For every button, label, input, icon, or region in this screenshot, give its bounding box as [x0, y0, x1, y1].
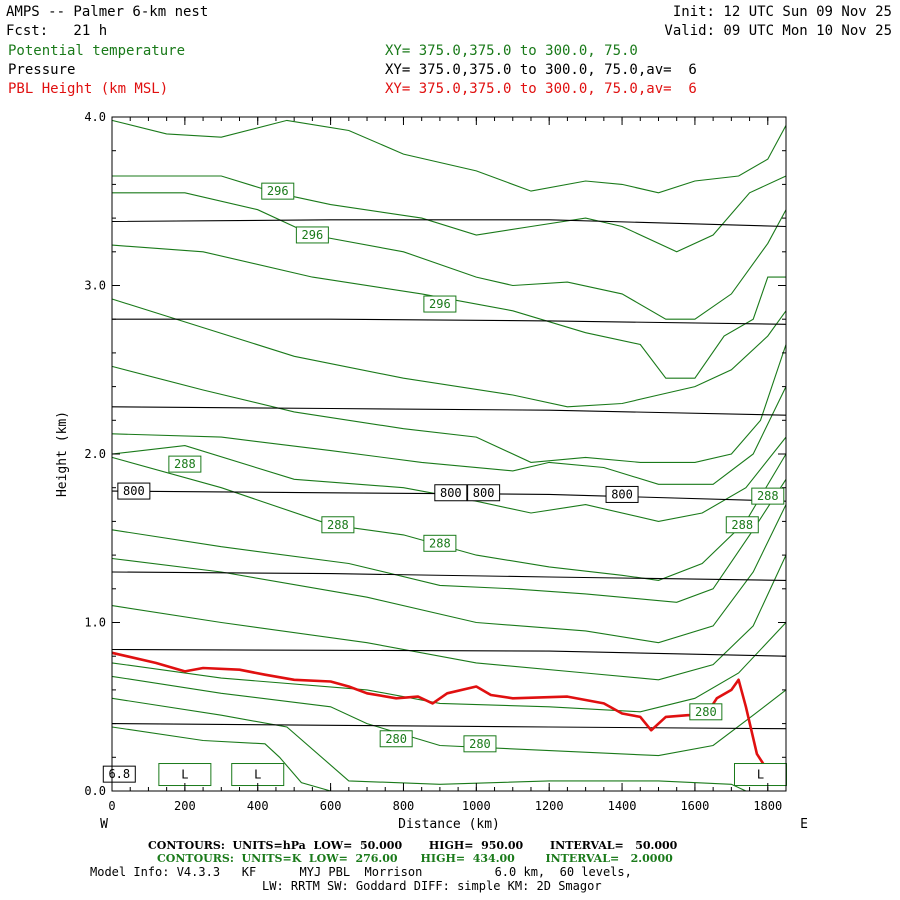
contour-label-280-10: 280: [695, 705, 717, 719]
pressure-contour-info: CONTOURS: UNITS=hPa LOW= 50.000 HIGH= 95…: [148, 839, 678, 852]
contour-label-box-14: [605, 485, 639, 503]
contour-label-288-5: 288: [429, 536, 451, 550]
contour-label-box-8: [379, 730, 413, 748]
contour-label-box-13: [467, 484, 501, 502]
contour-label-box-6: [725, 516, 759, 534]
x-tick-label-600: 600: [320, 799, 342, 813]
contour-label-box-5: [423, 534, 457, 552]
theta-contour-286-5: [111, 504, 787, 644]
contour-label-box-4: [321, 516, 355, 534]
x-tick-label-1800: 1800: [753, 799, 782, 813]
theta-contour-290-9: [111, 386, 787, 485]
x-tick-label-400: 400: [247, 799, 269, 813]
contour-label-288-4: 288: [327, 518, 349, 532]
theta-contour-290-8: [111, 436, 787, 522]
model-info: Model Info: V4.3.3 KF MYJ PBL Morrison 6…: [90, 865, 632, 879]
contour-labels: 296 296 296 288 288 288 288 288 280 280 280 800 800 8…: [102, 182, 785, 783]
pressure-contour-700: [111, 406, 787, 416]
low-marker-0: L: [181, 768, 188, 782]
theta-contour-284-4: [111, 554, 787, 681]
contour-label-box-15: [102, 765, 136, 783]
y-tick-label-4.0: 4.0: [84, 110, 106, 124]
x-tick-label-800: 800: [393, 799, 415, 813]
x-tick-label-1400: 1400: [608, 799, 637, 813]
x-axis-east-label: E: [800, 817, 808, 832]
theta-contour-300-15: [111, 119, 787, 194]
y-tick-label-1.0: 1.0: [84, 616, 106, 630]
contour-label-288-3: 288: [174, 457, 196, 471]
pressure-contour-800: [111, 571, 787, 581]
field-theta-xy: XY= 375.0,375.0 to 300.0, 75.0: [385, 43, 638, 59]
contour-label-box-0: [261, 182, 295, 200]
theta-contour-298-14: [112, 175, 787, 253]
x-tick-label-1000: 1000: [462, 799, 491, 813]
x-axis-west-label: W: [100, 817, 108, 832]
contour-label-box-9: [463, 735, 497, 753]
low-marker-2: L: [757, 768, 764, 782]
theta-contour-282-3: [111, 622, 787, 713]
theta-contour-294-11: [111, 298, 787, 408]
theta-contours: [111, 119, 787, 792]
y-axis-label: Height (km): [55, 411, 70, 497]
y-tick-label-2.0: 2.0: [84, 447, 106, 461]
x-tick-label-0: 0: [108, 799, 115, 813]
theta-contour-info: CONTOURS: UNITS=K LOW= 276.00 HIGH= 434.…: [157, 852, 673, 865]
contour-label-box-10: [689, 703, 723, 721]
y-tick-label-0.0: 0.0: [84, 784, 106, 798]
forecast-hour: Fcst: 21 h: [6, 23, 108, 39]
contour-label-800-12: 800: [440, 486, 462, 500]
contour-label-box-12: [434, 484, 468, 502]
field-pbl-xy: XY= 375.0,375.0 to 300.0, 75.0,av= 6: [385, 81, 697, 97]
pressure-contour-850: [111, 648, 787, 657]
contour-label-800-14: 800: [611, 487, 633, 501]
x-axis-label: Distance (km): [398, 817, 500, 832]
field-pressure-name: Pressure: [8, 62, 76, 78]
contour-label-288-6: 288: [731, 518, 753, 532]
contour-label-296-1: 296: [302, 228, 324, 242]
theta-contour-276-0: [111, 726, 331, 792]
pbl-height-series: [111, 651, 787, 779]
contour-label-box-3: [168, 455, 202, 473]
theta-contour-288-6: [111, 453, 787, 581]
x-tick-label-1600: 1600: [680, 799, 709, 813]
contour-label-288-7: 288: [757, 489, 779, 503]
contour-label-800-11: 800: [123, 484, 145, 498]
contour-label-280-9: 280: [469, 737, 491, 751]
init-time: Init: 12 UTC Sun 09 Nov 25: [672, 4, 892, 20]
x-tick-label-200: 200: [174, 799, 196, 813]
valid-time: Valid: 09 UTC Mon 10 Nov 25: [664, 23, 892, 39]
contour-label-6.8-15: 6.8: [108, 767, 130, 781]
contour-label-box-7: [751, 487, 785, 505]
pbl-height-line: [111, 651, 787, 779]
axes: 0 200 400 600 800 1000 1200 1400 1600 18000.01.02…: [84, 110, 787, 813]
field-theta-name: Potential temperature: [8, 43, 186, 59]
contour-label-box-2: [423, 295, 457, 313]
contour-label-296-0: 296: [267, 184, 289, 198]
theta-contour-288-7: [111, 479, 787, 603]
contour-label-800-13: 800: [473, 486, 495, 500]
pressure-contour-650: [112, 318, 787, 325]
chart-title: AMPS -- Palmer 6-km nest: [6, 4, 209, 20]
low-marker-1: L: [254, 768, 261, 782]
pressure-contour-600: [111, 219, 787, 228]
theta-contour-292-10: [111, 344, 787, 463]
contour-label-box-1: [295, 226, 329, 244]
field-pressure-xy: XY= 375.0,375.0 to 300.0, 75.0,av= 6: [385, 62, 697, 78]
theta-contour-278-1: [111, 697, 747, 792]
contour-label-280-8: 280: [385, 732, 407, 746]
model-info-physics: LW: RRTM SW: Goddard DIFF: simple KM: 2D…: [262, 879, 602, 893]
x-tick-label-1200: 1200: [535, 799, 564, 813]
contour-label-296-2: 296: [429, 297, 451, 311]
y-tick-label-3.0: 3.0: [84, 279, 106, 293]
pressure-contour-900: [111, 723, 787, 730]
contour-label-box-11: [117, 482, 151, 500]
theta-contour-296-12: [111, 244, 786, 379]
field-pbl-name: PBL Height (km MSL): [8, 81, 169, 97]
theta-contour-296-13: [112, 192, 787, 320]
